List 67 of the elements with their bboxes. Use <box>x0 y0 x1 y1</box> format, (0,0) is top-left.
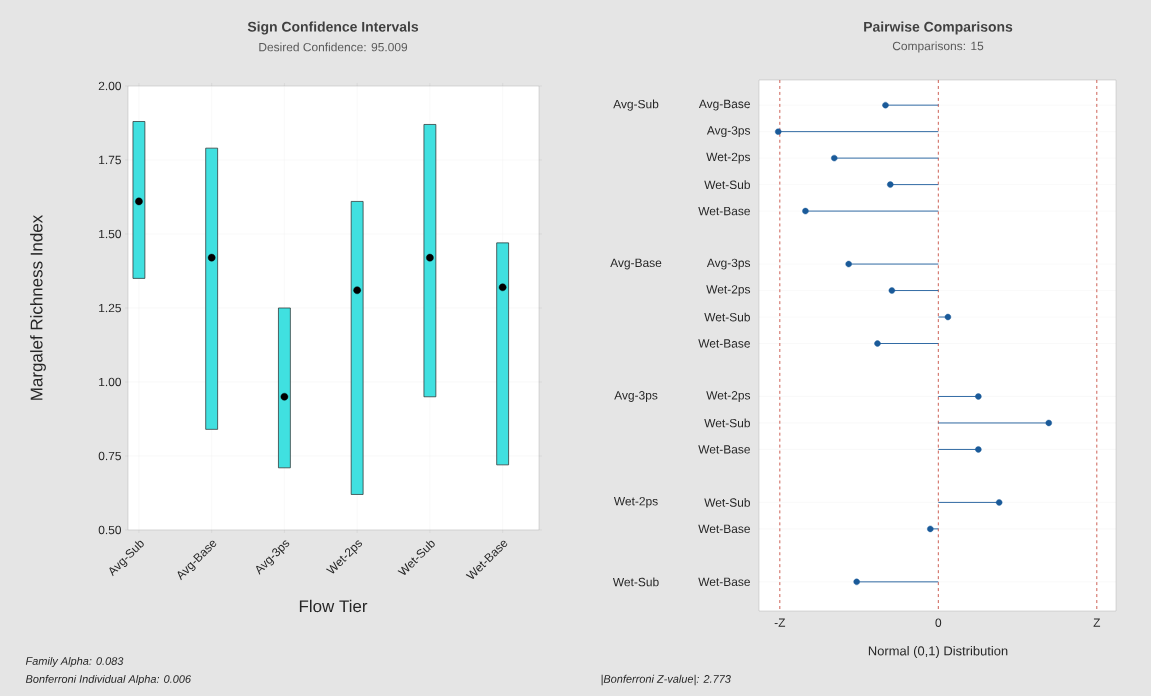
ref-line-label: -Z <box>774 618 786 627</box>
point <box>874 340 881 347</box>
point <box>1045 419 1052 427</box>
y-tick-label: 1.25 <box>99 303 121 313</box>
point <box>887 181 894 188</box>
point <box>498 283 507 292</box>
point <box>975 393 982 400</box>
point <box>426 253 434 262</box>
x-axis-title: Flow Tier <box>299 599 368 613</box>
point <box>975 446 982 453</box>
point <box>995 499 1003 506</box>
text: Wet-Sub <box>612 577 659 587</box>
text: Wet-2ps <box>613 497 658 508</box>
bar <box>423 124 437 398</box>
chart-title: Sign Confidence Intervals <box>247 21 419 35</box>
y-tick-label: Wet-Base <box>698 206 750 216</box>
y-tick-label: Wet-2ps <box>706 285 751 296</box>
chart-subtitle: Desired Confidence: 95.009 <box>259 42 408 52</box>
y-tick-label: 2.00 <box>98 81 122 91</box>
bar <box>205 147 218 430</box>
chart-title: Pairwise Comparisons <box>864 21 1013 35</box>
y-axis-title: Margalef Richness Index <box>30 215 46 400</box>
point <box>135 197 143 206</box>
point <box>853 578 860 586</box>
y-tick-label: Wet-Base <box>698 524 750 534</box>
bar <box>350 201 364 495</box>
y-tick-label: Wet-2ps <box>706 391 751 402</box>
y-tick-label: Wet-Sub <box>704 418 750 428</box>
y-tick-label: Wet-Sub <box>704 498 750 507</box>
point <box>775 128 782 135</box>
point <box>882 101 889 109</box>
point <box>927 525 934 533</box>
y-tick-label: Wet-Sub <box>704 180 750 189</box>
point <box>280 393 289 401</box>
y-tick-label: Avg-3ps <box>706 126 751 138</box>
chart-subtitle: Comparisons: 15 <box>892 41 984 53</box>
text: |Bonferroni Z-value|: 2.773 <box>601 674 731 686</box>
bar <box>496 242 509 466</box>
point <box>888 287 896 294</box>
ref-line-label: 0 <box>935 618 942 627</box>
text: Bonferroni Individual Alpha: 0.006 <box>25 674 192 686</box>
y-tick-label: 1.00 <box>99 377 122 387</box>
text: Family Alpha: 0.083 <box>25 656 124 668</box>
bar <box>132 121 146 279</box>
text: Avg-3ps <box>614 391 658 402</box>
x-axis-title: Normal (0,1) Distribution <box>868 645 1008 659</box>
y-tick-label: Wet-2ps <box>706 152 751 164</box>
y-tick-label: Wet-Base <box>698 445 750 454</box>
point <box>845 260 852 268</box>
y-tick-label: 1.75 <box>99 155 121 165</box>
point <box>353 286 361 295</box>
point <box>802 207 809 215</box>
y-tick-label: Wet-Base <box>698 339 750 348</box>
y-tick-label: Wet-Sub <box>704 312 750 322</box>
y-tick-label: 1.50 <box>99 229 122 239</box>
bar <box>278 307 291 469</box>
y-tick-label: Avg-3ps <box>706 258 751 270</box>
y-tick-label: 0.75 <box>98 451 121 461</box>
ref-line-label: Z <box>1093 618 1101 627</box>
point <box>207 253 216 262</box>
y-tick-label: Wet-Base <box>698 577 750 587</box>
text: Avg-Sub <box>613 99 659 111</box>
text: Avg-Base <box>610 258 662 270</box>
point <box>831 154 838 162</box>
y-tick-label: 0.50 <box>98 525 122 535</box>
point <box>944 313 952 321</box>
y-tick-label: Avg-Base <box>698 99 750 111</box>
